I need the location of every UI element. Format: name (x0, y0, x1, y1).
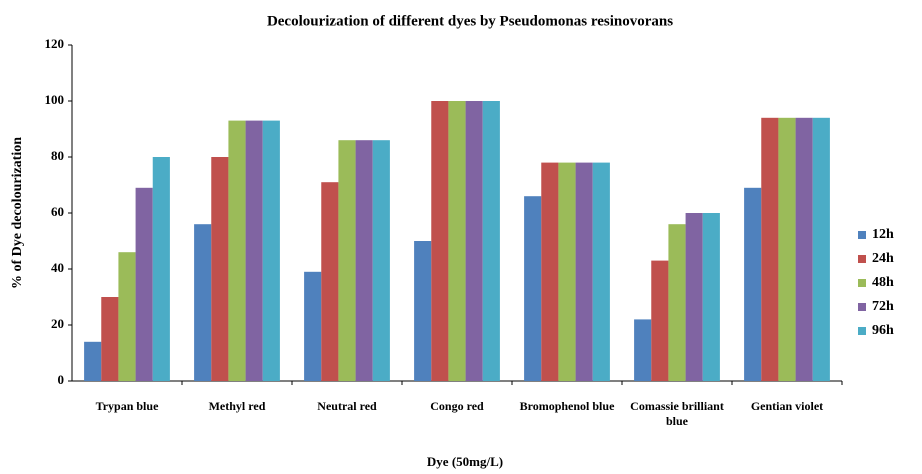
bar (482, 101, 500, 381)
y-tick-label: 40 (51, 260, 64, 275)
bar (761, 117, 779, 382)
y-axis-label: % of Dye decolourization (10, 137, 25, 289)
bar (795, 117, 813, 382)
bar (812, 117, 830, 382)
bar (414, 241, 432, 381)
chart-title: Decolourization of different dyes by Pse… (267, 13, 673, 29)
bar (355, 140, 373, 381)
bar (245, 120, 263, 381)
bar (211, 157, 229, 381)
legend-label: 48h (872, 275, 894, 290)
legend-swatch (858, 279, 866, 287)
x-tick-label: Methyl red (208, 399, 266, 413)
bar (101, 297, 119, 381)
bar (592, 162, 610, 381)
bar (135, 187, 153, 381)
bar (338, 140, 356, 381)
bar (465, 101, 483, 381)
legend-swatch (858, 303, 866, 311)
bar (228, 120, 246, 381)
bar (372, 140, 390, 381)
y-tick-label: 100 (45, 92, 65, 107)
x-tick-label: Bromophenol blue (519, 399, 615, 413)
bar (541, 162, 559, 381)
legend-swatch (858, 327, 866, 335)
bar (84, 341, 102, 381)
x-tick-label: Neutral red (317, 399, 377, 413)
bar (194, 224, 212, 381)
x-tick-label: Comassie brilliant blue (630, 399, 724, 428)
x-axis-label: Dye (50mg/L) (427, 454, 503, 469)
bar (431, 101, 449, 381)
bar (744, 187, 762, 381)
bar (668, 224, 686, 381)
bar (262, 120, 280, 381)
bar (152, 157, 170, 381)
legend-label: 12h (872, 227, 894, 242)
y-tick-label: 80 (51, 148, 64, 163)
bar (634, 319, 652, 381)
bar (685, 213, 703, 381)
legend-swatch (858, 231, 866, 239)
bar (304, 271, 322, 381)
bar (118, 252, 136, 381)
legend-swatch (858, 255, 866, 263)
legend-label: 96h (872, 323, 894, 338)
x-tick-label: Congo red (430, 399, 484, 413)
legend-label: 24h (872, 251, 894, 266)
y-tick-label: 20 (51, 316, 64, 331)
bar (558, 162, 576, 381)
x-tick-label: Trypan blue (95, 399, 159, 413)
bar (651, 260, 669, 381)
y-tick-label: 60 (51, 204, 64, 219)
bar (321, 182, 339, 381)
y-tick-label: 120 (45, 36, 65, 51)
bar (448, 101, 466, 381)
bar (575, 162, 593, 381)
bar (524, 196, 542, 381)
bar (778, 117, 796, 382)
bar (702, 213, 720, 381)
y-tick-label: 0 (58, 372, 65, 387)
legend-label: 72h (872, 299, 894, 314)
x-tick-label: Gentian violet (750, 399, 824, 413)
